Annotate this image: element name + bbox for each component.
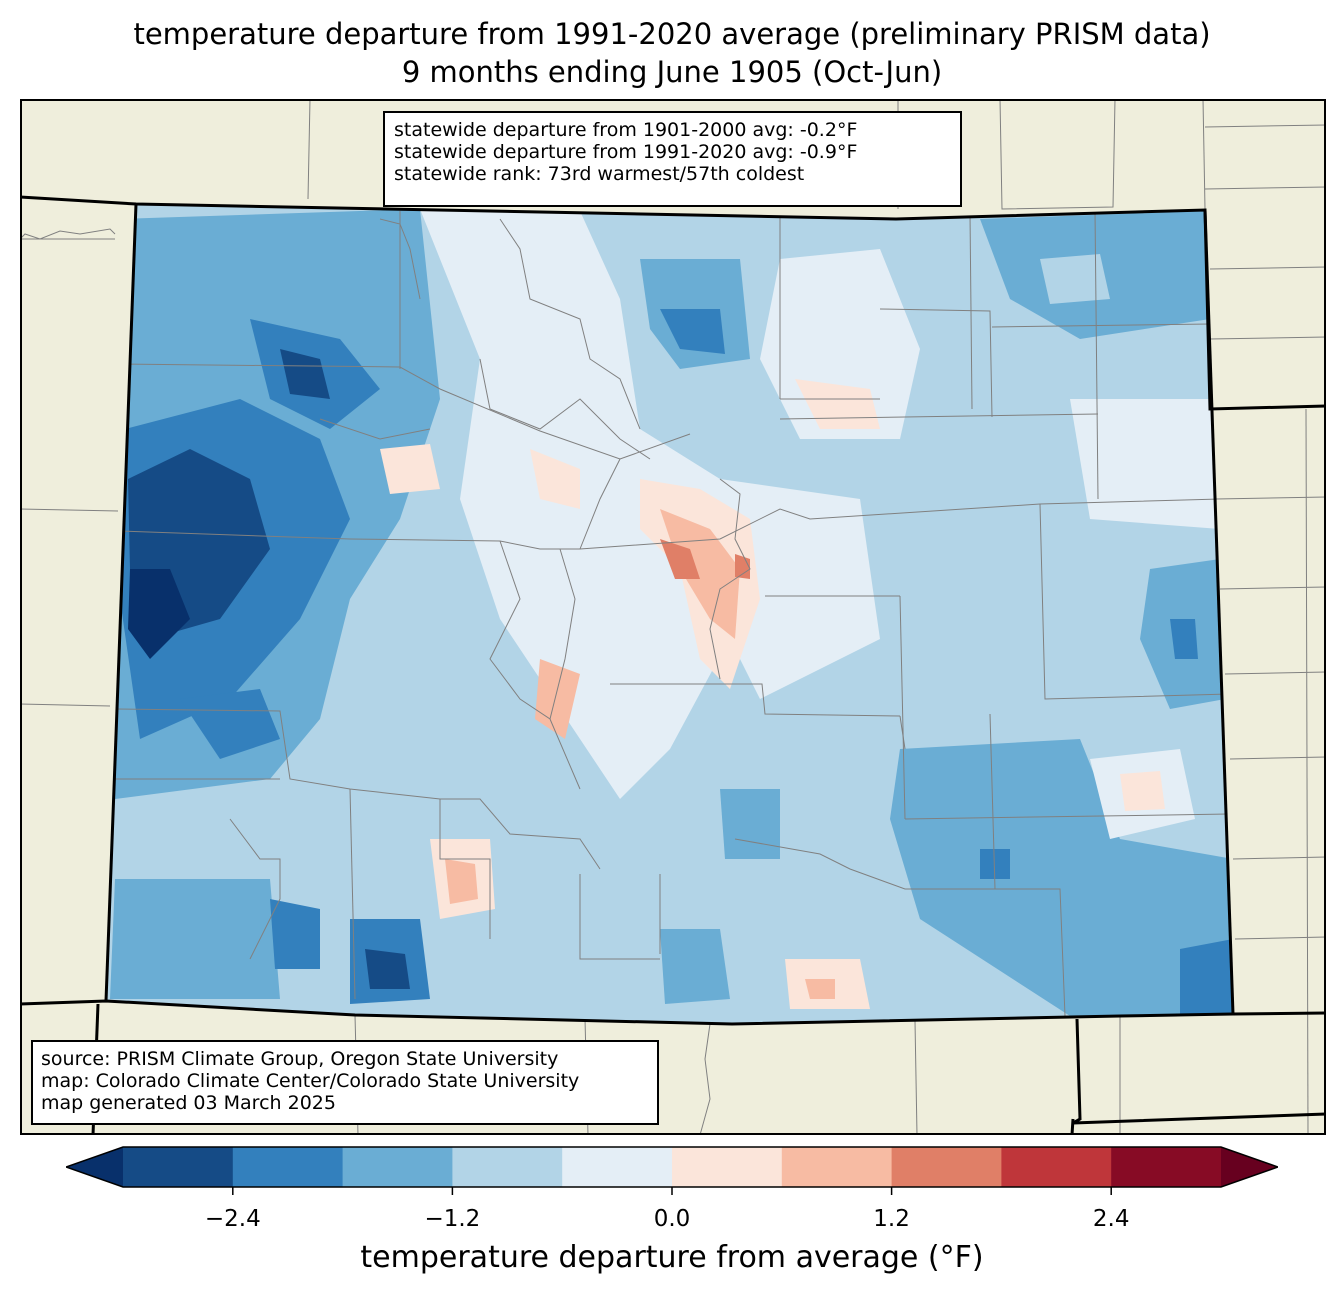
colorbar-label: temperature departure from average (°F) — [360, 1240, 984, 1275]
colorbar-segment — [232, 1147, 344, 1187]
map-credit-line: map: Colorado Climate Center/Colorado St… — [41, 1070, 580, 1092]
state-boundaries — [20, 195, 1326, 1135]
colorado-temperature-map — [20, 99, 1326, 1135]
colorbar-tick-label: 2.4 — [1092, 1206, 1130, 1232]
colorbar-extend-high — [1221, 1147, 1278, 1187]
colorbar-outline — [66, 1146, 1278, 1188]
colorbar-segment — [1111, 1147, 1222, 1187]
statewide-stats-box: statewide departure from 1901-2000 avg: … — [383, 111, 962, 207]
generated-date-line: map generated 03 March 2025 — [41, 1092, 336, 1114]
colorbar-segment — [891, 1147, 1002, 1187]
colorbar-extend-low — [66, 1147, 123, 1187]
colorbar-segment — [123, 1147, 234, 1187]
colorbar-segment — [1001, 1147, 1112, 1187]
colorbar-tick-label: 1.2 — [873, 1206, 910, 1232]
colorbar — [66, 1146, 1278, 1195]
temperature-field — [106, 204, 1233, 1024]
map-frame — [20, 99, 1326, 1135]
colorbar-tick-label: 0.0 — [653, 1206, 691, 1232]
colorado-county-lines — [114, 210, 1231, 1017]
source-line: source: PRISM Climate Group, Oregon Stat… — [41, 1048, 559, 1070]
map-title-line2: 9 months ending June 1905 (Oct-Jun) — [401, 55, 943, 89]
source-box: source: PRISM Climate Group, Oregon Stat… — [31, 1040, 659, 1125]
colorbar-segment — [452, 1147, 563, 1187]
colorbar-tick-label: −1.2 — [424, 1206, 481, 1232]
stats-line-rank: statewide rank: 73rd warmest/57th coldes… — [394, 163, 805, 185]
colorbar-tick-label: −2.4 — [204, 1206, 261, 1232]
colorbar-segment — [672, 1147, 783, 1187]
stats-line-1901-2000: statewide departure from 1901-2000 avg: … — [394, 119, 858, 141]
colorbar-segment — [781, 1147, 893, 1187]
map-title-line1: temperature departure from 1991-2020 ave… — [133, 17, 1211, 51]
stats-line-1991-2020: statewide departure from 1991-2020 avg: … — [394, 141, 858, 163]
colorbar-segment — [562, 1147, 673, 1187]
colorbar-segment — [342, 1147, 453, 1187]
